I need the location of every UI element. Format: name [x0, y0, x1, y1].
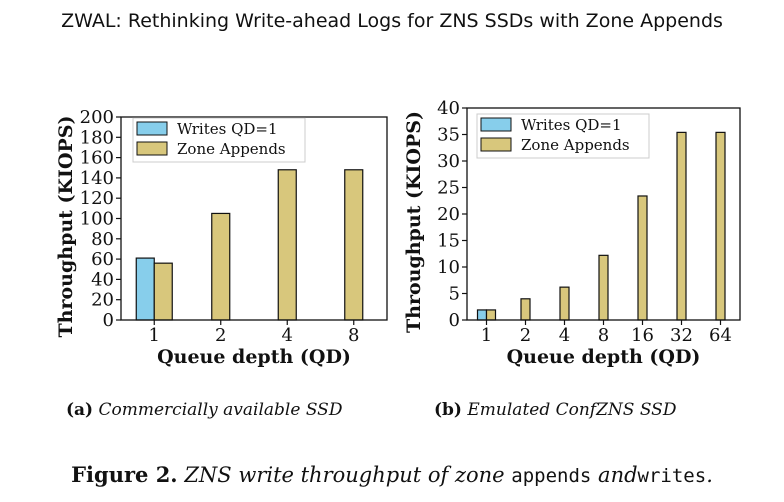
chart-b-legend-label-0: Writes QD=1	[521, 116, 622, 134]
chart-a-bar-zone-appends-2	[211, 212, 231, 321]
chart-a-bar-zone-appends-8	[344, 169, 364, 321]
chart-b-xtick-label-64: 64	[709, 325, 732, 346]
chart-a-xtick-label-8: 8	[348, 325, 359, 346]
chart-b-ytick-label-15: 15	[437, 231, 460, 252]
chart-a-legend-swatch-1	[136, 141, 168, 156]
chart-a-bar-zone-appends-4	[277, 169, 297, 321]
chart-a-xtick-label-2: 2	[215, 325, 226, 346]
chart-a-ytick-label-60: 60	[91, 249, 114, 270]
chart-a-ytick-label-180: 180	[80, 127, 114, 148]
chart-b-ylabel: Throughput (KIOPS)	[403, 111, 425, 333]
chart-a-ytick-label-0: 0	[103, 310, 114, 331]
running-header: ZWAL: Rethinking Write-ahead Logs for ZN…	[61, 10, 723, 32]
subcaption-a-text: Commercially available SSD	[98, 400, 343, 420]
chart-a-ytick-label-140: 140	[80, 168, 114, 189]
chart-b-ytick-label-30: 30	[437, 151, 460, 172]
chart-a-xtick-label-4: 4	[282, 325, 293, 346]
chart-a-legend-swatch-0	[136, 121, 168, 136]
chart-b-xtick-label-16: 16	[631, 325, 654, 346]
chart-a-ytick-label-40: 40	[91, 269, 114, 290]
chart-a-legend-label-0: Writes QD=1	[177, 120, 278, 138]
chart-a-ytick-label-100: 100	[80, 209, 114, 230]
chart-b-bar-zone-appends-8	[598, 254, 609, 321]
chart-a-ytick-label-120: 120	[80, 188, 114, 209]
chart-b-bar-zone-appends-1	[485, 309, 497, 321]
chart-a-xtick-label-1: 1	[149, 325, 160, 346]
chart-b-ytick-label-20: 20	[437, 204, 460, 225]
subcaption-a-label: (a)	[66, 400, 94, 420]
figure-caption-text-3: .	[706, 463, 713, 487]
figure-caption-code-2: writes	[637, 465, 707, 487]
chart-b-bar-zone-appends-4	[559, 286, 570, 321]
chart-b-xtick-label-32: 32	[670, 325, 693, 346]
chart-a-bar-writes-1	[135, 257, 155, 321]
chart-b-ytick-label-40: 40	[437, 98, 460, 119]
chart-b-ytick-label-35: 35	[437, 125, 460, 146]
chart-b-legend-swatch-0	[480, 117, 512, 132]
subcaption-b-text: Emulated ConfZNS SSD	[467, 400, 677, 420]
chart-b-bar-writes-1	[476, 309, 488, 321]
chart-a-legend-label-1: Zone Appends	[177, 140, 286, 158]
chart-b-bar-zone-appends-64	[715, 131, 726, 321]
chart-a-ytick-label-200: 200	[80, 107, 114, 128]
chart-a-ytick-label-20: 20	[91, 290, 114, 311]
chart-b-xtick-label-2: 2	[520, 325, 531, 346]
chart-b-xlabel: Queue depth (QD)	[507, 346, 701, 368]
chart-a-frame	[120, 116, 388, 321]
chart-b-xtick-label-4: 4	[559, 325, 570, 346]
chart-a-ytick-label-160: 160	[80, 148, 114, 169]
figure-caption-text-2: and	[598, 463, 638, 487]
figure-caption-text-1: ZNS write throughput of zone	[184, 463, 505, 487]
chart-b-frame	[466, 107, 741, 321]
chart-a-ylabel: Throughput (KIOPS)	[55, 116, 77, 338]
chart-b-group: 1 2 4 8 16 32 64 0 5 10 15 20 25 30 35 40 Queue depth (Q…	[403, 98, 741, 368]
subcaption-a: (a) Commercially available SSD	[66, 400, 342, 420]
chart-b-bar-zone-appends-16	[637, 195, 648, 321]
chart-b-xtick-label-1: 1	[481, 325, 492, 346]
chart-a-xlabel: Queue depth (QD)	[157, 346, 351, 368]
chart-b-ytick-label-10: 10	[437, 257, 460, 278]
figure-caption-code-1: appends	[511, 465, 592, 487]
chart-b-ytick-label-25: 25	[437, 178, 460, 199]
chart-b-legend-swatch-1	[480, 137, 512, 152]
chart-b-xtick-label-8: 8	[598, 325, 609, 346]
chart-a-bar-zone-appends-1	[153, 262, 173, 321]
chart-b-bar-zone-appends-2	[520, 298, 531, 321]
chart-b-bar-zone-appends-32	[676, 131, 687, 321]
figure-caption: Figure 2. ZNS write throughput of zone a…	[0, 462, 784, 487]
chart-b-legend-label-1: Zone Appends	[521, 136, 630, 154]
chart-a-ytick-label-80: 80	[91, 229, 114, 250]
subcaption-b-label: (b)	[434, 400, 462, 420]
chart-b-ytick-label-5: 5	[449, 284, 460, 305]
chart-b-ytick-label-0: 0	[449, 310, 460, 331]
subcaption-b: (b) Emulated ConfZNS SSD	[434, 400, 676, 420]
figure-number: Figure 2.	[71, 462, 178, 487]
